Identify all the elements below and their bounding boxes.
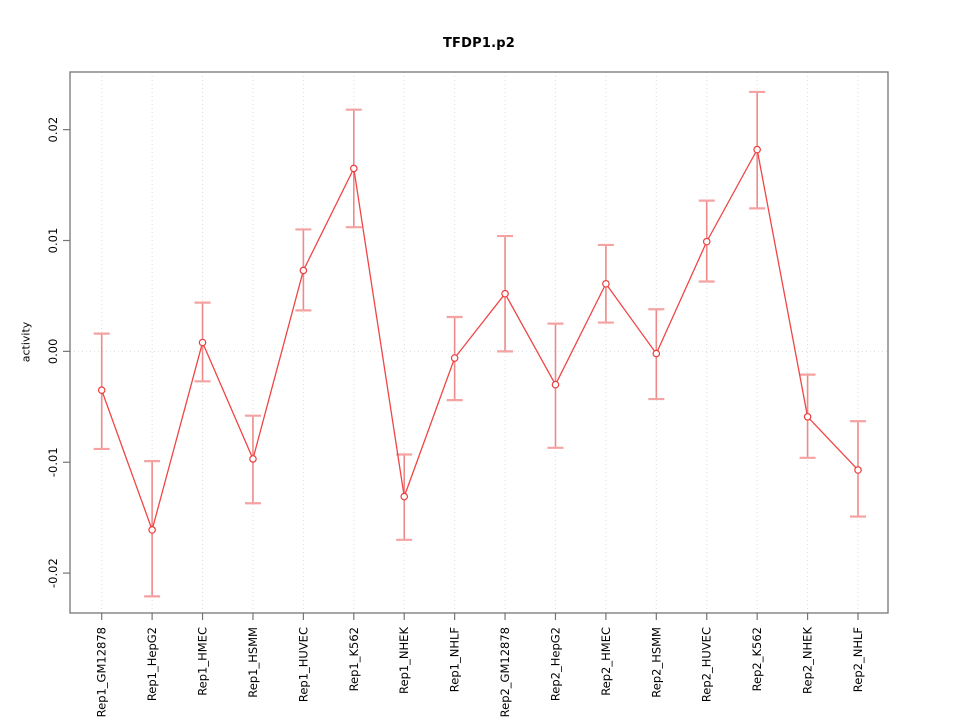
y-tick-label: -0.01	[46, 447, 60, 477]
x-tick-label: Rep2_K562	[750, 627, 764, 691]
gridlines-group	[70, 72, 888, 613]
y-tick-label: -0.02	[46, 558, 60, 588]
series-line	[101, 147, 859, 533]
data-point	[652, 349, 661, 358]
x-tick-label: Rep2_GM12878	[498, 627, 512, 717]
data-point	[702, 237, 711, 246]
data-point	[551, 380, 560, 389]
x-tick-label: Rep2_NHEK	[801, 627, 815, 694]
x-tick-label: Rep2_HSMM	[649, 627, 663, 698]
x-tick-label: Rep1_K562	[347, 627, 361, 691]
x-tick-label: Rep2_HepG2	[548, 627, 562, 701]
axes-group	[63, 71, 889, 620]
x-tick-label: Rep1_HUVEC	[296, 627, 310, 702]
data-point	[803, 412, 812, 421]
x-tick-label: Rep1_HMEC	[196, 627, 210, 696]
data-point	[400, 492, 409, 501]
x-tick-label: Rep1_NHEK	[397, 627, 411, 694]
data-point	[450, 354, 459, 362]
series-line-group	[101, 147, 859, 533]
errorbars-group	[93, 90, 866, 598]
data-point	[198, 338, 207, 347]
y-tick-label: 0.00	[46, 339, 60, 365]
y-tick-label: 0.01	[46, 228, 60, 254]
data-point	[249, 455, 257, 463]
data-point	[299, 266, 308, 275]
data-point	[148, 526, 156, 534]
x-tick-label: Rep2_NHLF	[851, 627, 865, 692]
x-tick-label: Rep2_HMEC	[599, 627, 613, 696]
data-point	[501, 289, 509, 298]
plot-border	[69, 71, 889, 614]
data-point	[602, 279, 610, 288]
data-point	[854, 466, 862, 474]
tick-labels-group: -0.02 -0.01 0.00 0.01 0.02 Rep1_GM12878 Rep1_H…	[46, 117, 865, 718]
data-point	[753, 145, 761, 154]
chart-title: TFDP1.p2	[442, 36, 515, 51]
x-tick-label: Rep2_HUVEC	[700, 627, 714, 702]
data-points-group	[97, 145, 862, 534]
x-tick-label: Rep1_HepG2	[145, 627, 159, 701]
data-point	[97, 386, 106, 394]
x-tick-label: Rep1_HSMM	[246, 627, 260, 698]
x-tick-label: Rep1_GM12878	[95, 627, 109, 717]
x-tick-label: Rep1_NHLF	[448, 627, 462, 692]
y-axis-label-text: activity	[19, 321, 33, 363]
data-point	[349, 164, 358, 173]
y-tick-label: 0.02	[46, 117, 60, 143]
